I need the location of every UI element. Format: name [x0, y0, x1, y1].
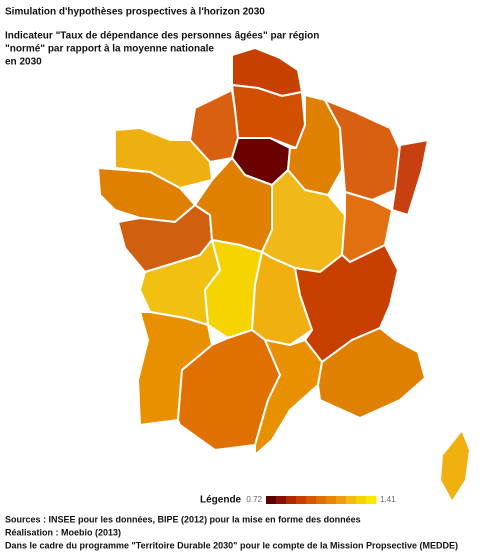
- legend-scale: [266, 496, 377, 504]
- footer-line: Réalisation : Moebio (2013): [5, 527, 121, 537]
- region: [439, 429, 471, 503]
- region: [251, 251, 313, 346]
- region: [317, 327, 426, 419]
- footer-line: Sources : INSEE pour les données, BIPE (…: [5, 514, 361, 524]
- legend-swatch: [316, 496, 327, 504]
- legend-title: Légende: [200, 495, 242, 506]
- subtitle-line: Indicateur "Taux de dépendance des perso…: [5, 31, 319, 42]
- legend-swatch: [326, 496, 337, 504]
- subtitle-line: "normé" par rapport à la moyenne nationa…: [5, 44, 214, 55]
- legend-swatch: [296, 496, 307, 504]
- region: [254, 339, 323, 456]
- subtitle-line: en 2030: [5, 57, 42, 68]
- legend-swatch: [346, 496, 357, 504]
- legend-max: 1.41: [380, 495, 396, 504]
- legend-swatch: [366, 496, 377, 504]
- title: Simulation d'hypothèses prospectives à l…: [5, 7, 265, 18]
- legend-swatch: [286, 496, 297, 504]
- legend-swatch: [356, 496, 367, 504]
- region: [391, 139, 429, 216]
- map: [97, 47, 471, 503]
- legend-min: 0.72: [246, 495, 262, 504]
- legend-swatch: [306, 496, 317, 504]
- legend-swatch: [336, 496, 347, 504]
- legend-swatch: [266, 496, 277, 504]
- footer-line: Dans le cadre du programme "Territoire D…: [5, 540, 458, 550]
- region: [294, 244, 399, 363]
- legend-swatch: [276, 496, 287, 504]
